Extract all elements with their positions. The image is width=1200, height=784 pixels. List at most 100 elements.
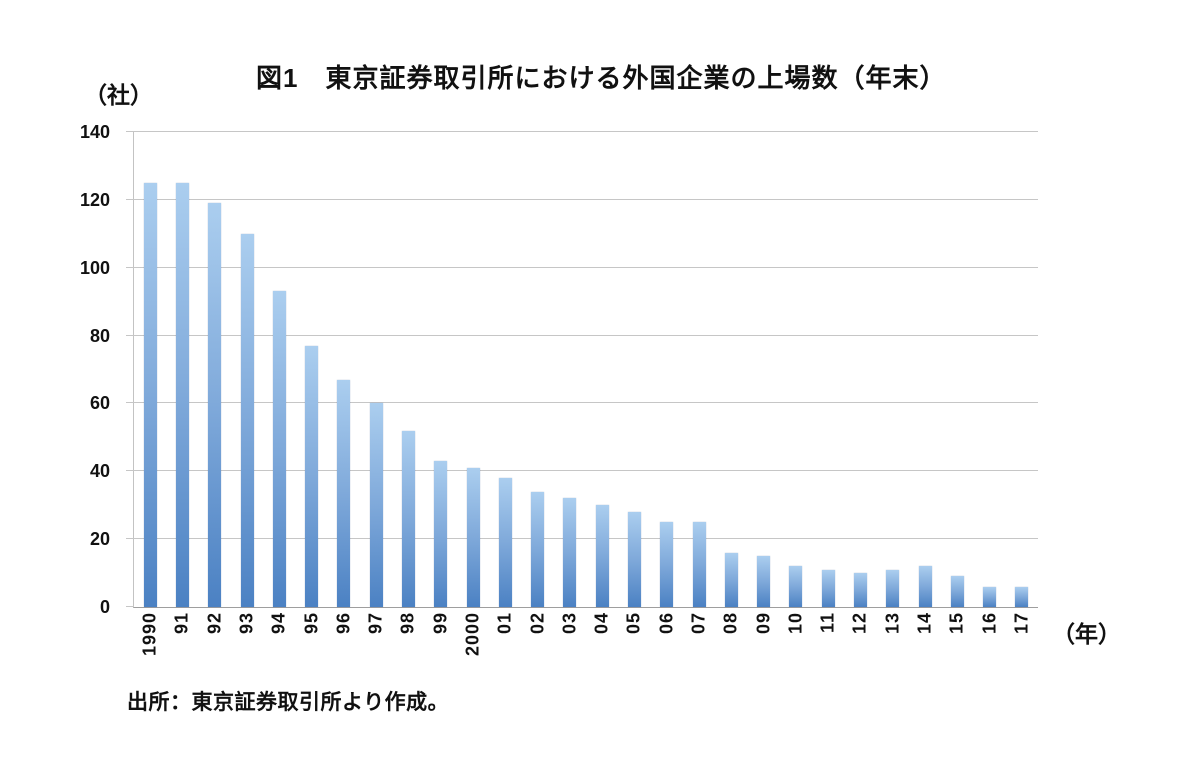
gridline-140	[134, 131, 1038, 132]
bar-10	[789, 566, 803, 607]
chart-title: 図1 東京証券取引所における外国企業の上場数（年末）	[256, 63, 947, 93]
x-axis-label-03: 03	[559, 612, 580, 634]
x-axis-label-14: 14	[915, 612, 936, 634]
x-axis-label-text: 91	[171, 612, 192, 635]
x-axis-label-text: 16	[979, 612, 1000, 635]
x-axis-label-text: 01	[494, 612, 515, 635]
x-axis-label-13: 13	[882, 612, 903, 634]
x-axis-label-text: 17	[1011, 612, 1032, 635]
gridline-40	[134, 470, 1038, 472]
bar-14	[918, 566, 932, 607]
y-axis-label-20: 20	[89, 529, 110, 550]
bar-02	[531, 491, 545, 607]
x-axis-label-text: 14	[914, 612, 935, 635]
bar-95	[305, 345, 319, 607]
x-axis-label-text: 12	[849, 612, 870, 635]
bar-92	[208, 203, 222, 607]
gridline-80	[134, 334, 1038, 336]
x-axis-label-01: 01	[495, 612, 516, 634]
x-axis-label-text: 96	[333, 612, 354, 635]
x-axis-label-09: 09	[753, 612, 774, 634]
x-axis-label-text: 2000	[462, 612, 483, 657]
x-axis-label-11: 11	[818, 612, 839, 633]
x-axis-label-15: 15	[947, 612, 968, 634]
x-axis-label-07: 07	[689, 612, 710, 634]
x-axis-label-94: 94	[269, 612, 290, 634]
x-axis-label-text: 10	[785, 612, 806, 635]
x-axis-label-text: 09	[753, 612, 774, 635]
bar-12	[853, 573, 867, 607]
y-tick-20	[126, 538, 134, 540]
gridline-60	[134, 402, 1038, 404]
bar-11	[821, 569, 835, 607]
bar-1990	[143, 182, 157, 607]
x-axis-label-95: 95	[301, 612, 322, 634]
y-axis-label-40: 40	[89, 461, 110, 482]
bar-91	[175, 182, 189, 607]
x-axis-label-04: 04	[592, 612, 613, 634]
x-axis-unit-label: （年）	[1052, 621, 1121, 647]
x-axis-label-text: 15	[946, 612, 967, 635]
x-axis-label-97: 97	[366, 612, 387, 634]
x-axis-label-text: 11	[817, 612, 838, 634]
bar-01	[498, 478, 512, 607]
x-axis-label-text: 05	[623, 612, 644, 635]
x-axis-label-99: 99	[430, 612, 451, 634]
gridline-20	[134, 538, 1038, 540]
x-axis-label-text: 1990	[139, 612, 160, 657]
bar-04	[595, 505, 609, 607]
bar-96	[337, 379, 351, 607]
x-axis-label-text: 13	[882, 612, 903, 635]
x-axis-label-text: 95	[301, 612, 322, 635]
x-axis-label-08: 08	[721, 612, 742, 634]
bar-03	[563, 498, 577, 607]
bar-15	[950, 576, 964, 607]
bar-07	[692, 522, 706, 607]
y-axis-label-100: 100	[79, 257, 110, 278]
bar-94	[272, 291, 286, 607]
bar-16	[983, 586, 997, 607]
x-axis-label-text: 03	[559, 612, 580, 635]
y-axis-label-80: 80	[89, 325, 110, 346]
y-axis-unit-label: （社）	[84, 82, 153, 108]
bar-17	[1015, 586, 1029, 607]
y-tick-100	[126, 266, 134, 268]
x-axis-label-2000: 2000	[463, 612, 484, 656]
x-axis-label-05: 05	[624, 612, 645, 634]
x-axis-label-text: 02	[527, 612, 548, 635]
x-axis-label-text: 94	[268, 612, 289, 635]
x-axis-label-1990: 1990	[140, 612, 161, 656]
x-axis-label-92: 92	[204, 612, 225, 634]
bar-06	[660, 522, 674, 607]
x-axis-label-96: 96	[333, 612, 354, 634]
bar-13	[886, 569, 900, 607]
x-axis-label-12: 12	[850, 612, 871, 634]
x-axis-label-16: 16	[979, 612, 1000, 634]
x-axis-label-text: 08	[720, 612, 741, 635]
source-note: 出所：東京証券取引所より作成。	[127, 691, 450, 714]
x-axis-label-text: 04	[591, 612, 612, 635]
x-axis-label-10: 10	[785, 612, 806, 634]
x-axis-label-text: 06	[656, 612, 677, 635]
bar-2000	[466, 467, 480, 607]
bar-05	[627, 512, 641, 607]
gridline-100	[134, 266, 1038, 268]
y-axis-label-60: 60	[89, 393, 110, 414]
bar-99	[434, 461, 448, 607]
x-axis-label-06: 06	[656, 612, 677, 634]
y-tick-0	[126, 606, 134, 607]
y-axis-label-0: 0	[99, 597, 110, 617]
bar-09	[757, 556, 771, 607]
y-tick-40	[126, 470, 134, 472]
gridline-120	[134, 198, 1038, 200]
x-axis-label-93: 93	[237, 612, 258, 634]
y-tick-140	[126, 131, 134, 132]
bar-97	[369, 403, 383, 607]
x-axis-label-text: 07	[688, 612, 709, 635]
bar-93	[240, 233, 254, 607]
x-axis-label-text: 93	[236, 612, 257, 635]
x-axis-label-text: 92	[204, 612, 225, 635]
x-axis-label-text: 97	[365, 612, 386, 635]
x-axis-label-91: 91	[172, 612, 193, 634]
